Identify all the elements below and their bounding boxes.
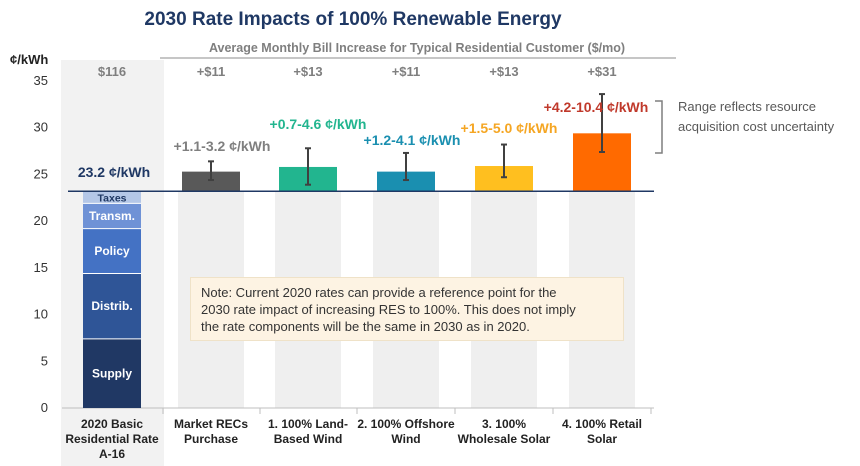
y-tick-label: 25 — [34, 166, 48, 181]
scenario-bar — [377, 171, 435, 192]
y-tick-label: 0 — [41, 400, 48, 415]
range-note: acquisition cost uncertainty — [678, 119, 835, 134]
scenario-bar — [182, 171, 240, 192]
baseline-segment-label: Distrib. — [91, 299, 132, 313]
y-tick-label: 20 — [34, 213, 48, 228]
note-box: Note: Current 2020 rates can provide a r… — [190, 277, 624, 341]
baseline-segment-label: Supply — [92, 366, 132, 380]
bill-header: Average Monthly Bill Increase for Typica… — [209, 41, 625, 55]
range-label: +1.2-4.1 ¢/kWh — [364, 132, 461, 148]
baseline-segment — [83, 273, 141, 339]
baseline-value-label: 23.2 ¢/kWh — [78, 164, 150, 180]
baseline-segment-label: Taxes — [98, 192, 127, 204]
category-label: Based Wind — [274, 432, 343, 446]
range-bracket — [655, 100, 663, 154]
note-line-2: 2030 rate impact of increasing RES to 10… — [201, 302, 576, 317]
y-tick-label: 35 — [34, 73, 48, 88]
range-label: +1.1-3.2 ¢/kWh — [174, 138, 271, 154]
baseline-segment — [83, 203, 141, 229]
baseline-bill: $116 — [98, 64, 126, 79]
range-label: +4.2-10.4 ¢/kWh — [544, 99, 649, 115]
category-label: Wind — [391, 432, 420, 446]
bill-increase-label: +$13 — [489, 64, 518, 79]
category-label: 1. 100% Land- — [268, 417, 348, 431]
baseline-segment-label: Transm. — [89, 209, 135, 223]
y-tick-label: 30 — [34, 120, 48, 135]
chart-title: 2030 Rate Impacts of 100% Renewable Ener… — [144, 9, 562, 30]
category-label: Market RECs — [174, 417, 248, 431]
baseline-category-label: A-16 — [99, 447, 125, 461]
range-label: +1.5-5.0 ¢/kWh — [461, 120, 558, 136]
note-line-1: Note: Current 2020 rates can provide a r… — [201, 285, 557, 300]
bill-increase-label: +$11 — [392, 64, 421, 79]
baseline-category-label: Residential Rate — [65, 432, 159, 446]
bill-increase-label: +$31 — [587, 64, 616, 79]
bill-increase-label: +$13 — [293, 64, 322, 79]
category-label: 4. 100% Retail — [562, 417, 642, 431]
category-label: 2. 100% Offshore — [357, 417, 455, 431]
baseline-segment-label: Policy — [94, 244, 130, 258]
y-tick-label: 5 — [41, 353, 48, 368]
y-tick-label: 10 — [34, 307, 48, 322]
range-note: Range reflects resource — [678, 99, 816, 114]
baseline-segment — [83, 191, 141, 204]
baseline-segment — [83, 338, 141, 408]
category-label: Solar — [587, 432, 617, 446]
baseline-segment — [83, 228, 141, 274]
y-axis-label: ¢/kWh — [10, 52, 48, 67]
y-tick-label: 15 — [34, 260, 48, 275]
bill-increase-label: +$11 — [197, 64, 226, 79]
baseline-category-label: 2020 Basic — [81, 417, 143, 431]
category-label: Purchase — [184, 432, 238, 446]
range-label: +0.7-4.6 ¢/kWh — [270, 116, 367, 132]
category-label: 3. 100% — [482, 417, 526, 431]
note-line-3: the rate components will be the same in … — [201, 319, 530, 334]
category-label: Wholesale Solar — [458, 432, 551, 446]
